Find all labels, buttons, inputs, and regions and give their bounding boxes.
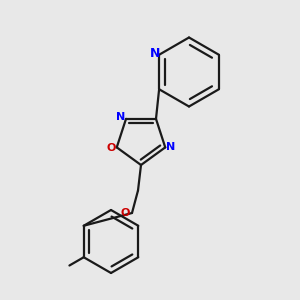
Text: O: O [121,208,130,218]
Text: N: N [150,47,161,60]
Text: N: N [166,142,175,152]
Text: N: N [116,112,125,122]
Text: O: O [107,143,116,153]
